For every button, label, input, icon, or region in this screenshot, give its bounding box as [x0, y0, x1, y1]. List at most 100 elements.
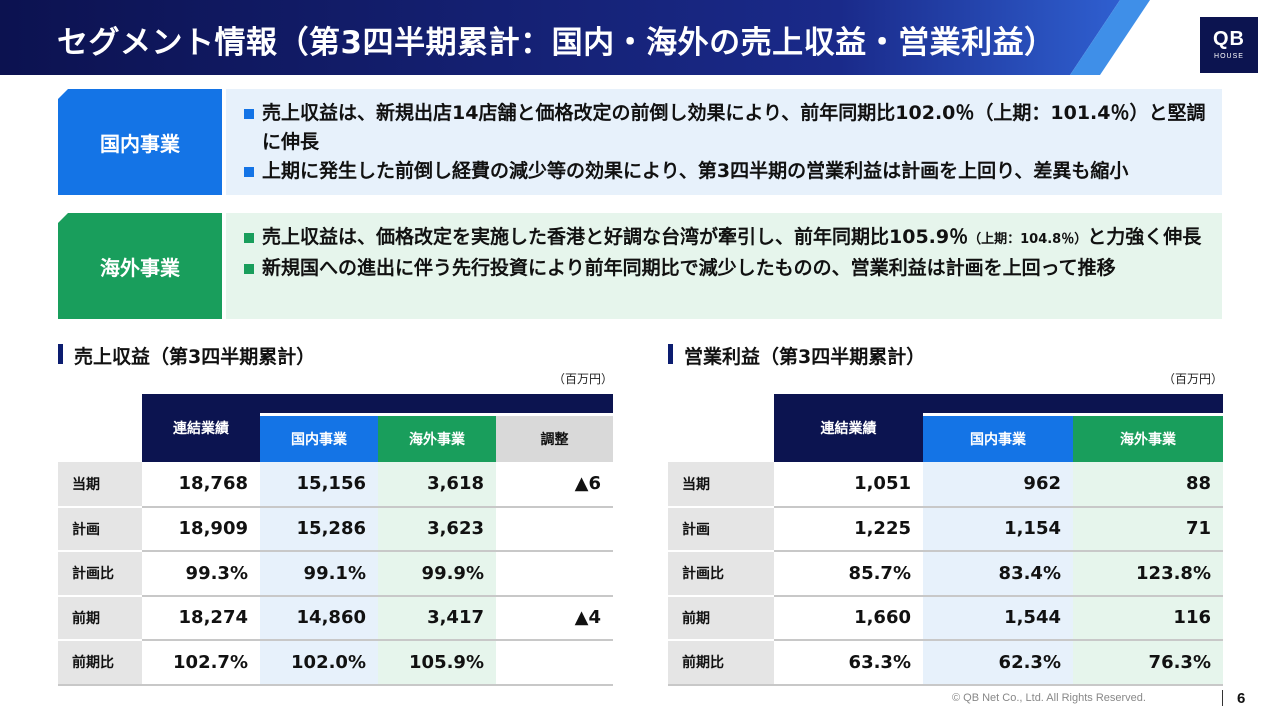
consolidated-cell: 1,660	[774, 595, 923, 641]
consolidated-cell: 102.7%	[142, 640, 260, 686]
domestic-bullet: 売上収益は、新規出店14店舗と価格改定の前倒し効果により、前年同期比102.0％…	[244, 99, 1210, 157]
copyright-text: © QB Net Co., Ltd. All Rights Reserved.	[952, 692, 1146, 704]
domestic-cell: 62.3%	[923, 640, 1073, 686]
overseas-cell: 116	[1073, 595, 1223, 641]
overseas-cell: 76.3%	[1073, 640, 1223, 686]
domestic-segment-body: 売上収益は、新規出店14店舗と価格改定の前倒し効果により、前年同期比102.0％…	[226, 89, 1222, 195]
table-row: 前期 1,660 1,544 116	[668, 595, 1223, 641]
column-header-overseas: 海外事業	[1073, 394, 1223, 462]
domestic-cell: 102.0%	[260, 640, 378, 686]
column-header-domestic: 国内事業	[923, 394, 1073, 462]
revenue-table: 連結業績 国内事業 海外事業 調整 当期 18,768 15,156 3,618…	[58, 394, 613, 686]
domestic-cell: 1,154	[923, 506, 1073, 552]
section-marker	[58, 344, 63, 364]
row-label: 前期比	[58, 640, 142, 686]
domestic-segment-label: 国内事業	[58, 89, 222, 195]
header-background	[0, 0, 1150, 75]
domestic-cell: 99.1%	[260, 551, 378, 597]
column-header-label: 海外事業	[1073, 416, 1223, 462]
consolidated-cell: 85.7%	[774, 551, 923, 597]
overseas-cell: 3,623	[378, 506, 496, 552]
overseas-segment-body: 売上収益は、価格改定を実施した香港と好調な台湾が牽引し、前年同期比105.9％（…	[226, 213, 1222, 319]
domestic-cell: 962	[923, 462, 1073, 508]
overseas-bullet-tail: と力強く伸長	[1087, 226, 1202, 248]
row-label: 計画	[58, 506, 142, 552]
table-header-row: 連結業績 国内事業 海外事業 調整	[58, 394, 613, 462]
row-label: 当期	[58, 462, 142, 508]
operating-profit-title-text: 営業利益（第3四半期累計）	[684, 346, 926, 368]
table-row: 前期比 63.3% 62.3% 76.3%	[668, 640, 1223, 686]
column-header-domestic: 国内事業	[260, 394, 378, 462]
revenue-section-title: 売上収益（第3四半期累計）	[58, 342, 315, 369]
table-corner-cell	[58, 394, 142, 462]
page-title: セグメント情報（第3四半期累計：国内・海外の売上収益・営業利益）	[57, 25, 1056, 61]
column-header-adjustment: 調整	[496, 394, 613, 462]
operating-profit-unit-label: （百万円）	[1163, 372, 1224, 386]
qb-house-logo: QB HOUSE	[1200, 17, 1258, 73]
operating-profit-section-title: 営業利益（第3四半期累計）	[668, 342, 925, 369]
domestic-cell: 15,156	[260, 462, 378, 508]
column-header-consolidated: 連結業績	[774, 394, 923, 462]
domestic-bullet-text: 売上収益は、新規出店14店舗と価格改定の前倒し効果により、前年同期比102.0％…	[262, 102, 1206, 153]
section-marker	[668, 344, 673, 364]
column-header-label: 連結業績	[820, 421, 877, 437]
adjustment-cell: ▲4	[496, 595, 613, 641]
table-corner-cell	[668, 394, 774, 462]
consolidated-cell: 63.3%	[774, 640, 923, 686]
domestic-cell: 15,286	[260, 506, 378, 552]
domestic-cell: 1,544	[923, 595, 1073, 641]
table-row: 計画比 85.7% 83.4% 123.8%	[668, 551, 1223, 597]
column-header-label: 連結業績	[173, 421, 229, 437]
revenue-unit-label: （百万円）	[553, 372, 614, 386]
column-header-label: 国内事業	[923, 416, 1073, 462]
logo-text: QB	[1213, 28, 1245, 50]
overseas-bullet: 売上収益は、価格改定を実施した香港と好調な台湾が牽引し、前年同期比105.9％（…	[244, 223, 1210, 254]
consolidated-cell: 1,051	[774, 462, 923, 508]
domestic-cell: 83.4%	[923, 551, 1073, 597]
logo-subtext: HOUSE	[1214, 53, 1244, 60]
overseas-cell: 71	[1073, 506, 1223, 552]
overseas-segment-label: 海外事業	[58, 213, 222, 319]
table-row: 当期 1,051 962 88	[668, 462, 1223, 508]
revenue-title-text: 売上収益（第3四半期累計）	[74, 346, 316, 368]
overseas-cell: 99.9%	[378, 551, 496, 597]
adjustment-cell: ▲6	[496, 462, 613, 508]
bullet-square-icon	[244, 109, 254, 119]
overseas-cell: 105.9%	[378, 640, 496, 686]
table-row: 前期 18,274 14,860 3,417 ▲4	[58, 595, 613, 641]
domestic-segment-panel: 国内事業 売上収益は、新規出店14店舗と価格改定の前倒し効果により、前年同期比1…	[58, 89, 1222, 195]
domestic-bullet-text: 上期に発生した前倒し経費の減少等の効果により、第3四半期の営業利益は計画を上回り…	[262, 160, 1129, 182]
domestic-bullet: 上期に発生した前倒し経費の減少等の効果により、第3四半期の営業利益は計画を上回り…	[244, 157, 1210, 186]
overseas-bullet-note: （上期：104.8％）	[968, 232, 1088, 247]
page-number: 6	[1237, 690, 1246, 707]
overseas-segment-panel: 海外事業 売上収益は、価格改定を実施した香港と好調な台湾が牽引し、前年同期比10…	[58, 213, 1222, 319]
header-bar: セグメント情報（第3四半期累計：国内・海外の売上収益・営業利益）	[0, 0, 1280, 75]
footer-divider	[1222, 690, 1223, 706]
overseas-cell: 88	[1073, 462, 1223, 508]
domestic-cell: 14,860	[260, 595, 378, 641]
column-header-overseas: 海外事業	[378, 394, 496, 462]
consolidated-cell: 1,225	[774, 506, 923, 552]
row-label: 前期	[58, 595, 142, 641]
row-label: 前期比	[668, 640, 774, 686]
table-row: 前期比 102.7% 102.0% 105.9%	[58, 640, 613, 686]
bullet-square-icon	[244, 233, 254, 243]
consolidated-cell: 99.3%	[142, 551, 260, 597]
consolidated-cell: 18,909	[142, 506, 260, 552]
table-row: 当期 18,768 15,156 3,618 ▲6	[58, 462, 613, 508]
adjustment-cell	[496, 640, 613, 686]
overseas-cell: 3,417	[378, 595, 496, 641]
consolidated-cell: 18,768	[142, 462, 260, 508]
adjustment-cell	[496, 551, 613, 597]
row-label: 前期	[668, 595, 774, 641]
table-row: 計画比 99.3% 99.1% 99.9%	[58, 551, 613, 597]
row-label: 計画比	[668, 551, 774, 597]
bullet-square-icon	[244, 264, 254, 274]
adjustment-cell	[496, 506, 613, 552]
column-header-consolidated: 連結業績	[142, 394, 260, 462]
column-header-label: 海外事業	[378, 416, 496, 462]
overseas-cell: 3,618	[378, 462, 496, 508]
overseas-bullet: 新規国への進出に伴う先行投資により前年同期比で減少したものの、営業利益は計画を上…	[244, 254, 1210, 283]
overseas-bullet-text: 売上収益は、価格改定を実施した香港と好調な台湾が牽引し、前年同期比105.9％	[262, 226, 969, 248]
column-header-label: 国内事業	[260, 416, 378, 462]
